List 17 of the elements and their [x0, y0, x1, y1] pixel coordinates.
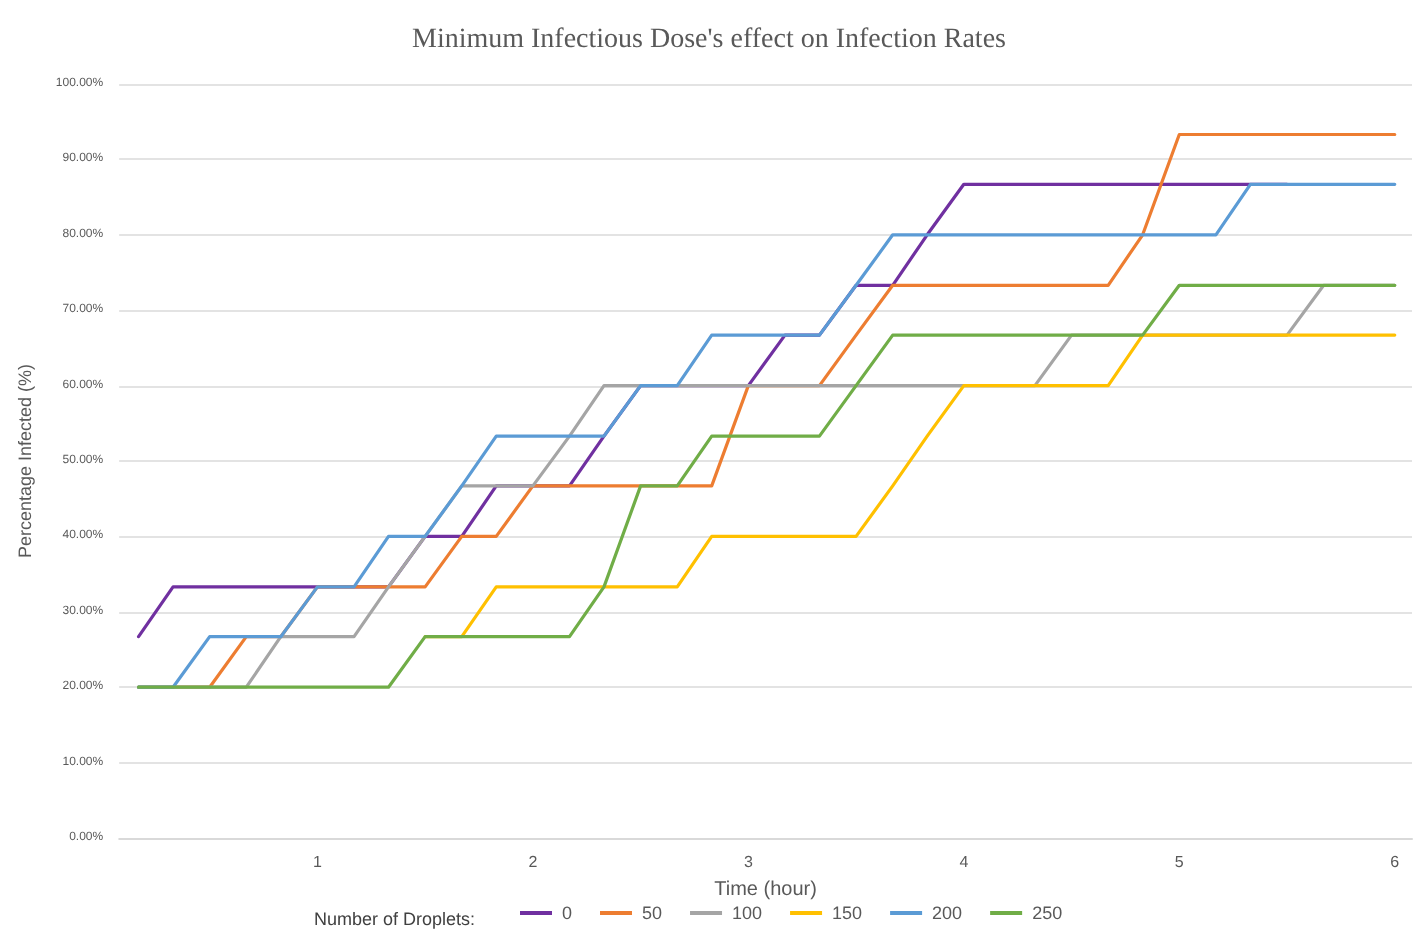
legend-label: 50	[642, 903, 663, 923]
x-tick-label: 1	[312, 853, 323, 871]
line-series	[136, 283, 1397, 689]
legend-label: 150	[832, 903, 863, 923]
legend-label: 0	[562, 903, 573, 923]
y-axis-title: Percentage Infected (%)	[15, 363, 35, 559]
x-tick-label: 5	[1174, 853, 1185, 871]
legend-label: 100	[732, 903, 763, 923]
x-tick-label: 2	[528, 853, 539, 871]
legend-title: Number of Droplets:	[314, 909, 476, 929]
x-tick-label: 4	[959, 853, 970, 871]
x-axis-title: Time (hour)	[714, 878, 817, 901]
x-tick-label: 3	[743, 853, 754, 871]
chart-title: Minimum Infectious Dose's effect on Infection Rates	[412, 25, 1006, 55]
x-tick-label: 6	[1390, 853, 1401, 871]
legend-label: 250	[1032, 903, 1063, 923]
legend-label: 200	[932, 903, 963, 923]
